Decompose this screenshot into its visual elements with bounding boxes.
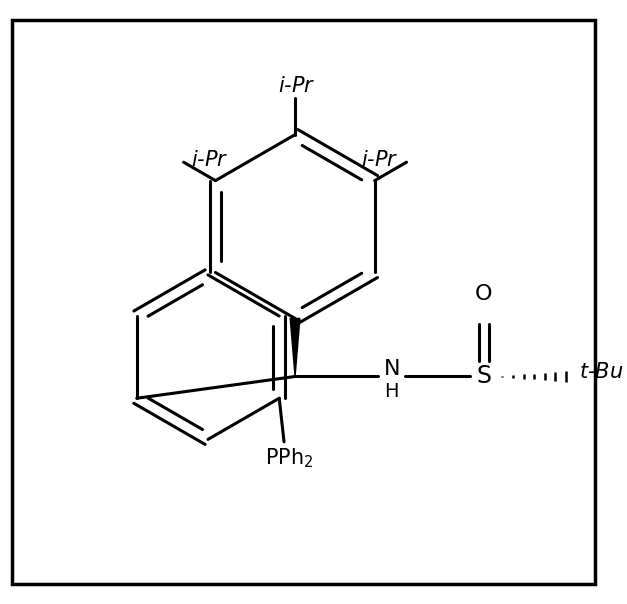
- Text: O: O: [475, 284, 492, 304]
- Text: $i$-Pr: $i$-Pr: [191, 150, 229, 170]
- Polygon shape: [290, 318, 300, 376]
- Text: N: N: [384, 359, 400, 379]
- Text: H: H: [384, 382, 399, 400]
- Text: S: S: [476, 364, 491, 388]
- Text: $i$-Pr: $i$-Pr: [278, 76, 316, 96]
- Text: PPh$_2$: PPh$_2$: [265, 446, 313, 471]
- Text: $i$-Pr: $i$-Pr: [361, 150, 399, 170]
- Text: $t$-Bu: $t$-Bu: [579, 362, 623, 382]
